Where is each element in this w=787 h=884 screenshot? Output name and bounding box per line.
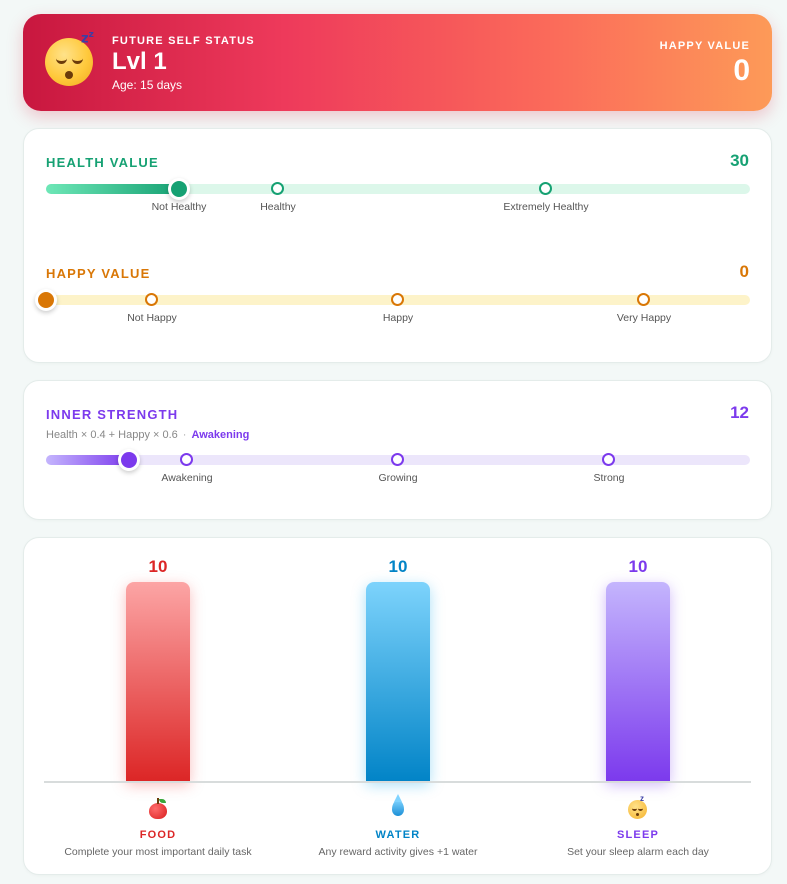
- stage-text: Awakening: [191, 429, 250, 441]
- happy-value-label: HAPPY VALUE: [659, 40, 750, 52]
- inner-strength-title: INNER STRENGTH: [46, 407, 179, 422]
- status-label: FUTURE SELF STATUS: [112, 35, 255, 47]
- food-label: FOOD: [139, 829, 177, 841]
- strength-marker-label: Strong: [593, 472, 625, 484]
- level-title: Lvl 1: [112, 48, 167, 75]
- happy-marker-label: Not Happy: [127, 312, 177, 324]
- inner-strength-slider-knob[interactable]: [118, 449, 140, 471]
- health-fill: [46, 184, 180, 194]
- status-header: zz FUTURE SELF STATUS Lvl 1 Age: 15 days…: [23, 14, 772, 111]
- happy-marker-label: Happy: [382, 312, 414, 324]
- sleep-value: 10: [628, 557, 648, 576]
- strength-marker-strong: [602, 453, 615, 466]
- age-text: Age: 15 days: [112, 78, 183, 92]
- sleeping-face-icon: zz: [45, 30, 94, 86]
- food-value: 10: [148, 557, 168, 576]
- strength-marker-label: Awakening: [161, 472, 213, 484]
- inner-strength-formula: Health × 0.4 + Happy × 0.6 · Awakening: [46, 429, 250, 441]
- health-marker-label: Healthy: [260, 201, 296, 213]
- food-description: Complete your most important daily task: [64, 846, 252, 858]
- sleep-bar: [606, 582, 670, 781]
- inner-strength-value: 12: [730, 403, 749, 422]
- happy-marker-label: Very Happy: [616, 312, 672, 324]
- health-value: 30: [730, 151, 749, 170]
- health-slider-knob[interactable]: [168, 178, 190, 200]
- water-value: 10: [388, 557, 408, 576]
- inner-strength-fill: [46, 455, 130, 465]
- happy-value-number: 0: [733, 54, 750, 87]
- water-drop-icon: [387, 794, 409, 820]
- apple-icon: [147, 798, 169, 820]
- strength-marker-label: Growing: [378, 472, 418, 484]
- happy-value: 0: [739, 262, 749, 281]
- sleep-description: Set your sleep alarm each day: [567, 846, 709, 858]
- health-marker-healthy: [271, 182, 284, 195]
- water-bar: [366, 582, 430, 781]
- happy-marker-not-happy: [145, 293, 158, 306]
- bars-baseline: [44, 781, 751, 783]
- water-description: Any reward activity gives +1 water: [318, 846, 478, 858]
- health-title: HEALTH VALUE: [46, 155, 159, 170]
- happy-marker-very-happy: [637, 293, 650, 306]
- health-marker-extremely-healthy: [539, 182, 552, 195]
- resources-card: 10 10 10 z FOOD WATER SLEEP Complete you…: [23, 537, 772, 875]
- sleep-label: SLEEP: [616, 829, 660, 841]
- formula-text: Health × 0.4 + Happy × 0.6: [46, 429, 178, 441]
- sleeping-face-icon: z: [627, 794, 649, 819]
- strength-marker-awakening: [180, 453, 193, 466]
- health-marker-label: Not Healthy: [151, 201, 207, 213]
- happy-title: HAPPY VALUE: [46, 266, 151, 281]
- inner-strength-card: INNER STRENGTH 12 Health × 0.4 + Happy ×…: [23, 380, 772, 520]
- values-card: HEALTH VALUE 30 Not Healthy Healthy Extr…: [23, 128, 772, 363]
- water-label: WATER: [375, 829, 421, 841]
- strength-marker-growing: [391, 453, 404, 466]
- happy-marker-happy: [391, 293, 404, 306]
- health-marker-label: Extremely Healthy: [503, 201, 589, 213]
- happy-slider-knob[interactable]: [35, 289, 57, 311]
- health-track: [46, 184, 750, 194]
- food-bar: [126, 582, 190, 781]
